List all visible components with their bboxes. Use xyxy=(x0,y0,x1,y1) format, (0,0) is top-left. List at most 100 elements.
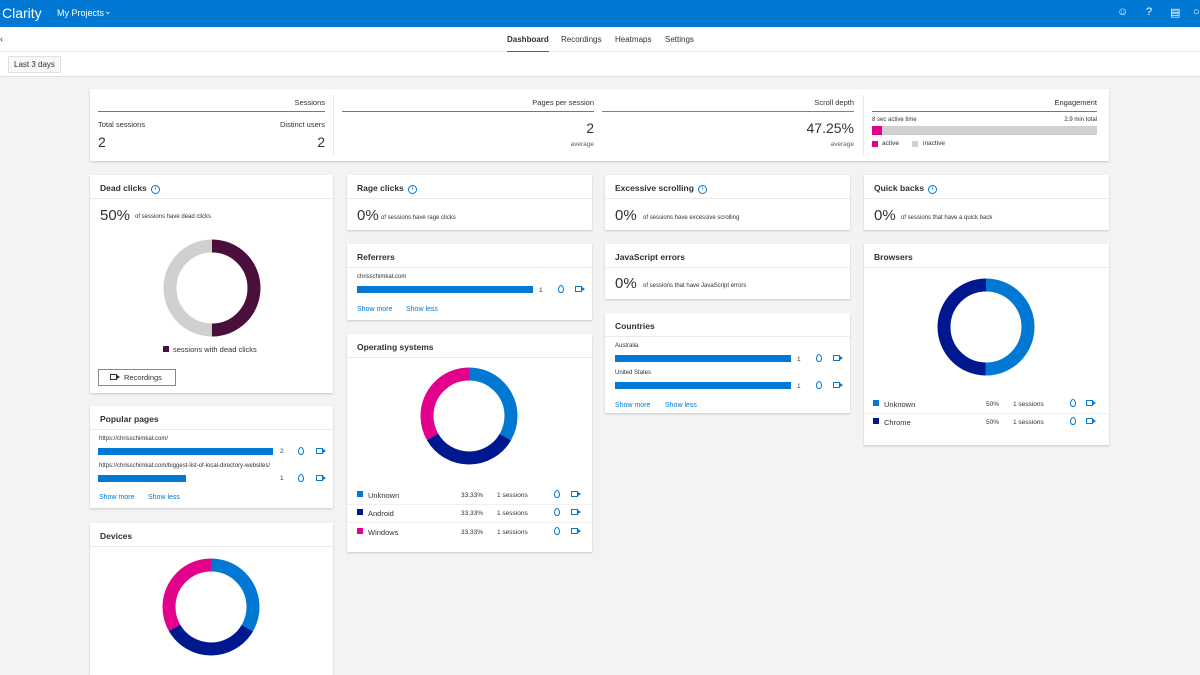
scroll-sub: average xyxy=(830,141,855,148)
donut-segment xyxy=(420,367,518,465)
rage-clicks-desc: of sessions have rage clicks xyxy=(381,215,456,221)
tab-recordings[interactable]: Recordings xyxy=(561,35,602,44)
page-url[interactable]: https://chrisschimkat.com/ xyxy=(99,436,169,442)
video-icon[interactable] xyxy=(833,355,843,361)
os-legend-label: Windows xyxy=(368,528,399,537)
heatmap-icon[interactable] xyxy=(816,354,822,362)
date-range-button[interactable]: Last 3 days xyxy=(8,56,61,73)
divider xyxy=(347,522,592,523)
heatmap-icon[interactable] xyxy=(816,381,822,389)
show-more-link[interactable]: Show more xyxy=(615,402,651,409)
heatmap-icon[interactable] xyxy=(298,447,304,455)
video-icon[interactable] xyxy=(1086,418,1096,424)
os-donut-chart xyxy=(420,367,518,465)
video-icon[interactable] xyxy=(316,448,326,454)
show-less-link[interactable]: Show less xyxy=(665,402,697,409)
recordings-button-label: Recordings xyxy=(124,373,162,382)
os-legend-sessions: 1 sessions xyxy=(497,492,528,499)
pages-sub: average xyxy=(570,141,595,148)
browser-legend-swatch xyxy=(873,400,879,406)
top-bar: Clarity My Projects ⌄ ☺ ? ▤ ○ xyxy=(0,0,1200,27)
tab-settings[interactable]: Settings xyxy=(665,35,694,44)
document-icon[interactable]: ▤ xyxy=(1170,7,1181,19)
engagement-active-fill xyxy=(872,126,883,135)
user-icon[interactable]: ○ xyxy=(1193,6,1200,18)
dead-clicks-card: Dead clicks i 50% of sessions have dead c… xyxy=(90,175,333,393)
donut-segment xyxy=(420,367,518,465)
chevron-down-icon[interactable]: ⌄ xyxy=(104,6,112,16)
engagement-bar xyxy=(872,126,1097,135)
quick-backs-desc: of sessions that have a quick back xyxy=(901,215,993,221)
info-icon[interactable]: i xyxy=(697,185,707,194)
project-selector[interactable]: My Projects xyxy=(57,8,105,18)
country-count: 1 xyxy=(797,383,801,390)
page-count: 1 xyxy=(280,475,284,482)
quick-backs-card: Quick backs i 0% of sessions that have a … xyxy=(864,175,1109,230)
devices-title: Devices xyxy=(100,531,133,541)
os-legend-sessions: 1 sessions xyxy=(497,510,528,517)
referrer-count: 1 xyxy=(539,287,543,294)
show-more-link[interactable]: Show more xyxy=(357,306,393,313)
browsers-card: Browsers Unknown 50% 1 sessions Chrome 5… xyxy=(864,244,1109,445)
browsers-title: Browsers xyxy=(874,252,913,262)
countries-title: Countries xyxy=(615,321,655,331)
heatmap-icon[interactable] xyxy=(554,508,560,516)
divider xyxy=(605,198,850,199)
divider xyxy=(342,111,594,112)
inactive-legend-swatch xyxy=(912,141,918,147)
divider xyxy=(864,198,1109,199)
javascript-errors-card: JavaScript errors 0% of sessions that ha… xyxy=(605,244,850,299)
excessive-scrolling-title: Excessive scrolling i xyxy=(615,183,707,194)
video-icon[interactable] xyxy=(575,286,585,292)
dead-clicks-legend-label: sessions with dead clicks xyxy=(173,345,257,354)
rage-clicks-percent: 0% xyxy=(357,207,379,224)
heatmap-icon[interactable] xyxy=(558,285,564,293)
heatmap-icon[interactable] xyxy=(1070,399,1076,407)
page-bar xyxy=(98,475,186,482)
javascript-errors-title: JavaScript errors xyxy=(615,252,685,262)
app-title[interactable]: Clarity xyxy=(2,5,42,21)
back-chevron-icon[interactable]: ‹ xyxy=(0,34,3,44)
browser-legend-row: Chrome 50% 1 sessions xyxy=(864,414,1109,432)
referrers-title: Referrers xyxy=(357,252,395,262)
info-icon[interactable]: i xyxy=(928,185,938,194)
video-icon[interactable] xyxy=(833,382,843,388)
country-bar xyxy=(615,382,791,389)
video-icon[interactable] xyxy=(571,491,581,497)
heatmap-icon[interactable] xyxy=(554,527,560,535)
video-icon[interactable] xyxy=(571,528,581,534)
show-less-link[interactable]: Show less xyxy=(148,494,180,501)
video-icon[interactable] xyxy=(316,475,326,481)
divider xyxy=(864,413,1109,414)
help-icon[interactable]: ? xyxy=(1146,6,1153,18)
operating-systems-title: Operating systems xyxy=(357,342,434,352)
distinct-users-value: 2 xyxy=(317,134,325,150)
browser-legend-percent: 50% xyxy=(986,419,1000,426)
show-more-link[interactable]: Show more xyxy=(99,494,135,501)
excessive-scrolling-card: Excessive scrolling i 0% of sessions have… xyxy=(605,175,850,230)
info-icon[interactable]: i xyxy=(150,185,160,194)
divider xyxy=(90,546,333,547)
divider xyxy=(90,429,333,430)
filter-bar: Last 3 days xyxy=(0,52,1200,77)
tab-dashboard[interactable]: Dashboard xyxy=(507,35,549,53)
sessions-section: Sessions Total sessions Distinct users 2… xyxy=(98,89,325,161)
page-url[interactable]: https://chrisschimkat.com/biggest-list-o… xyxy=(99,463,271,469)
distinct-users-label: Distinct users xyxy=(279,120,325,129)
tab-heatmaps[interactable]: Heatmaps xyxy=(615,35,652,44)
recordings-button[interactable]: Recordings xyxy=(98,369,176,386)
heatmap-icon[interactable] xyxy=(298,474,304,482)
video-icon[interactable] xyxy=(1086,400,1096,406)
referrer-url[interactable]: chrisschimkat.com xyxy=(357,274,407,280)
video-icon[interactable] xyxy=(571,509,581,515)
dead-clicks-desc: of sessions have dead clicks xyxy=(135,214,212,220)
divider xyxy=(347,504,592,505)
total-time-label: 2.9 min total xyxy=(1064,117,1097,123)
referrers-card: Referrers chrisschimkat.com 1 Show more … xyxy=(347,244,592,320)
info-icon[interactable]: i xyxy=(407,185,417,194)
show-less-link[interactable]: Show less xyxy=(406,306,438,313)
heatmap-icon[interactable] xyxy=(554,490,560,498)
smiley-icon[interactable]: ☺ xyxy=(1117,6,1129,18)
os-legend-percent: 33.33% xyxy=(461,492,484,499)
heatmap-icon[interactable] xyxy=(1070,417,1076,425)
